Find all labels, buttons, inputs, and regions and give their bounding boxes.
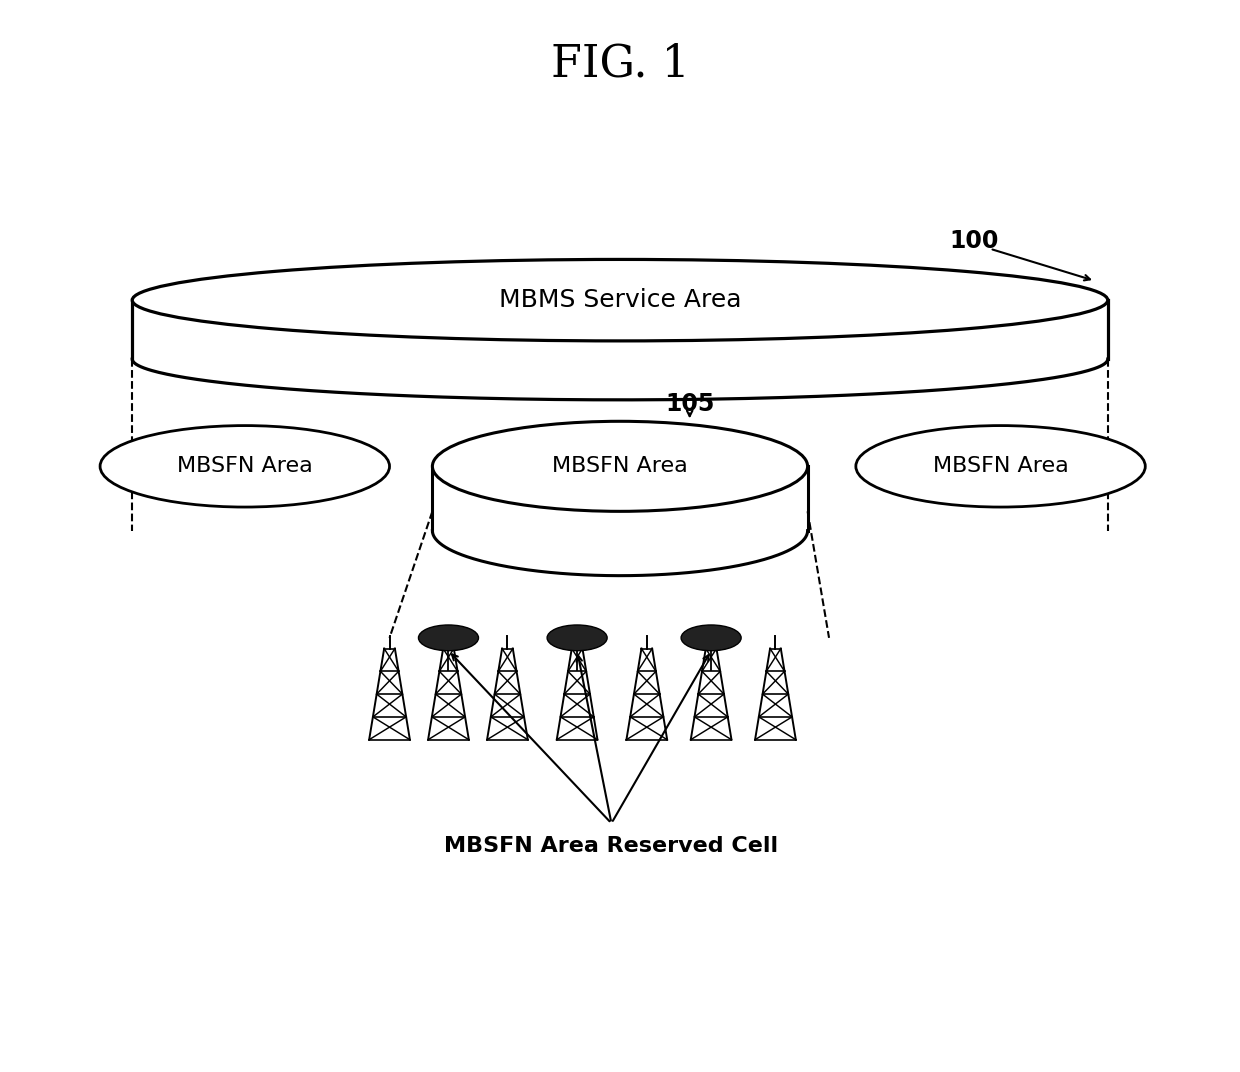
Text: MBSFN Area: MBSFN Area [932,457,1069,476]
Ellipse shape [100,426,389,507]
Ellipse shape [133,259,1107,341]
Text: 100: 100 [949,229,998,253]
Text: FIG. 1: FIG. 1 [551,43,689,86]
Text: 105: 105 [665,392,714,416]
Ellipse shape [418,625,479,651]
Text: MBSFN Area: MBSFN Area [552,457,688,476]
Ellipse shape [681,625,742,651]
Text: MBMS Service Area: MBMS Service Area [498,288,742,312]
Text: MBSFN Area: MBSFN Area [177,457,312,476]
Text: MBSFN Area Reserved Cell: MBSFN Area Reserved Cell [444,836,779,857]
Ellipse shape [856,426,1146,507]
Ellipse shape [547,625,608,651]
Ellipse shape [433,421,807,511]
